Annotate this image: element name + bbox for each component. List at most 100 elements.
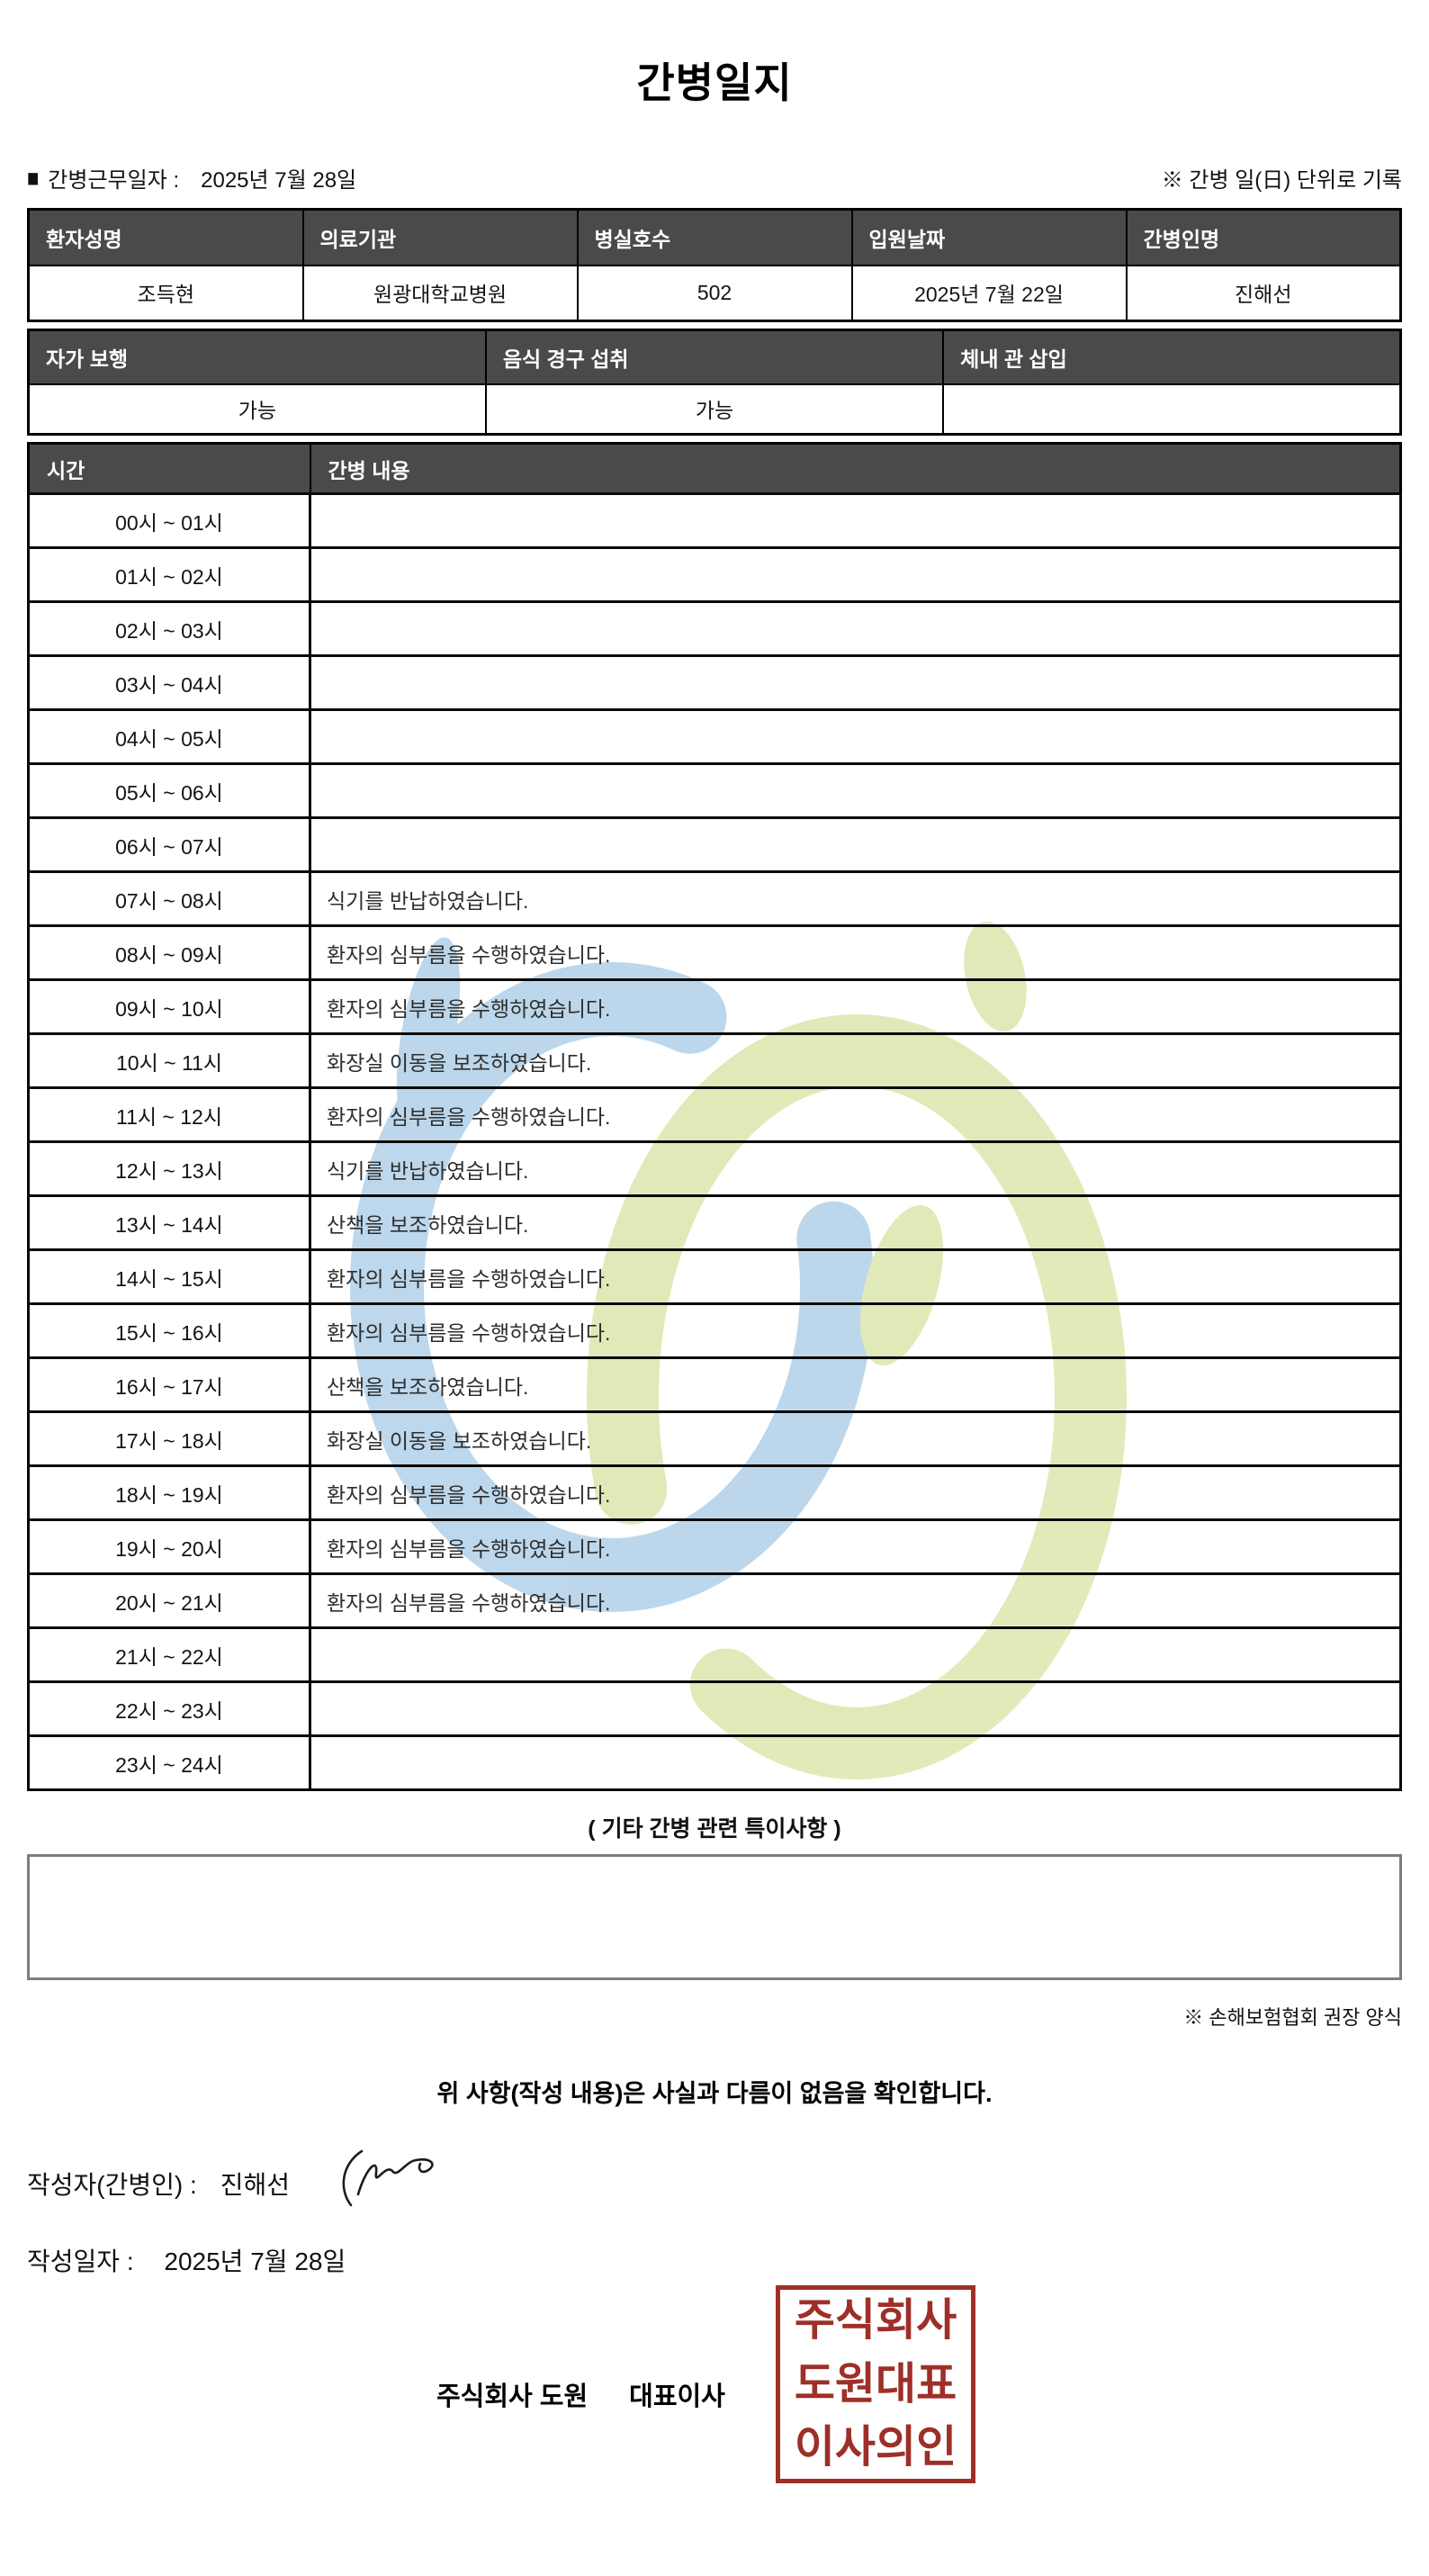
hospital-header: 의료기관 xyxy=(301,208,579,266)
care-row: 03시 ~ 04시 xyxy=(27,654,1402,711)
care-content-cell xyxy=(309,546,1402,603)
care-time-cell: 20시 ~ 21시 xyxy=(27,1572,311,1629)
care-time-cell: 16시 ~ 17시 xyxy=(27,1356,311,1413)
care-content-cell: 환자의 심부름을 수행하였습니다. xyxy=(309,1302,1402,1359)
care-time-cell: 13시 ~ 14시 xyxy=(27,1194,311,1251)
care-content-cell: 환자의 심부름을 수행하였습니다. xyxy=(309,924,1402,981)
patient-status-table: 자가 보행 음식 경구 섭취 체내 관 삽입 가능 가능 xyxy=(27,329,1402,436)
company-name: 주식회사 도원 xyxy=(436,2382,589,2411)
care-row: 11시 ~ 12시 환자의 심부름을 수행하였습니다. xyxy=(27,1086,1402,1143)
room-number-header: 병실호수 xyxy=(576,208,853,266)
care-time-cell: 12시 ~ 13시 xyxy=(27,1140,311,1197)
unit-note: ※ 간병 일(日) 단위로 기록 xyxy=(1161,168,1402,193)
care-row: 00시 ~ 01시 xyxy=(27,492,1402,549)
care-row: 02시 ~ 03시 xyxy=(27,600,1402,657)
care-row: 22시 ~ 23시 xyxy=(27,1680,1402,1737)
work-date-label: 간병근무일자 : xyxy=(48,168,180,193)
admission-date-header: 입원날짜 xyxy=(850,208,1128,266)
square-bullet-icon: ■ xyxy=(27,163,40,192)
room-number-value: 502 xyxy=(576,264,853,322)
care-time-cell: 04시 ~ 05시 xyxy=(27,708,311,765)
stamp-row-1: 주식회사 xyxy=(794,2296,957,2345)
patient-value-row: 조득현 원광대학교병원 502 2025년 7월 22일 진해선 xyxy=(27,264,1402,322)
care-time-cell: 06시 ~ 07시 xyxy=(27,816,311,873)
stamp-row-3: 이사의인 xyxy=(794,2423,957,2472)
care-time-cell: 05시 ~ 06시 xyxy=(27,762,311,819)
care-time-cell: 18시 ~ 19시 xyxy=(27,1464,311,1521)
care-content-cell: 화장실 이동을 보조하였습니다. xyxy=(309,1032,1402,1089)
company-line: 주식회사 도원 대표이사 xyxy=(436,2375,725,2413)
stamp-row-2: 도원대표 xyxy=(794,2359,957,2409)
page-title: 간병일지 xyxy=(636,59,793,106)
form-recommendation-note: ※ 손해보험협회 권장 양식 xyxy=(1183,2006,1402,2029)
ceo-label: 대표이사 xyxy=(629,2382,725,2411)
care-content-cell: 환자의 심부름을 수행하였습니다. xyxy=(309,1572,1402,1629)
care-row: 12시 ~ 13시 식기를 반납하였습니다. xyxy=(27,1140,1402,1197)
writer-name: 진해선 xyxy=(220,2171,291,2199)
care-time-cell: 14시 ~ 15시 xyxy=(27,1248,311,1305)
care-row: 06시 ~ 07시 xyxy=(27,816,1402,873)
corporate-seal-stamp: 주식회사 도원대표 이사의인 xyxy=(776,2285,975,2483)
care-time-cell: 19시 ~ 20시 xyxy=(27,1518,311,1575)
caregiver-name-header: 간병인명 xyxy=(1125,208,1402,266)
care-row: 20시 ~ 21시 환자의 심부름을 수행하였습니다. xyxy=(27,1572,1402,1629)
special-notes-box xyxy=(27,1854,1402,1980)
work-date-line: ■ 간병근무일자 : 2025년 7월 28일 xyxy=(27,162,356,194)
status-value-row: 가능 가능 xyxy=(27,383,1402,436)
care-time-cell: 03시 ~ 04시 xyxy=(27,654,311,711)
care-time-cell: 10시 ~ 11시 xyxy=(27,1032,311,1089)
care-row: 16시 ~ 17시 산책을 보조하였습니다. xyxy=(27,1356,1402,1413)
admission-date-value: 2025년 7월 22일 xyxy=(850,264,1128,322)
care-content-cell xyxy=(309,816,1402,873)
care-content-header: 간병 내용 xyxy=(309,442,1402,495)
care-content-cell xyxy=(309,654,1402,711)
hospital-value: 원광대학교병원 xyxy=(301,264,579,322)
care-row: 07시 ~ 08시 식기를 반납하였습니다. xyxy=(27,870,1402,927)
care-time-cell: 02시 ~ 03시 xyxy=(27,600,311,657)
care-content-cell xyxy=(309,708,1402,765)
confirmation-statement: 위 사항(작성 내용)은 사실과 다름이 없음을 확인합니다. xyxy=(436,2080,993,2107)
oral-intake-value: 가능 xyxy=(484,383,945,436)
care-time-cell: 09시 ~ 10시 xyxy=(27,978,311,1035)
special-notes-heading: ( 기타 간병 관련 특이사항 ) xyxy=(588,1816,841,1842)
care-time-cell: 15시 ~ 16시 xyxy=(27,1302,311,1359)
care-row: 14시 ~ 15시 환자의 심부름을 수행하였습니다. xyxy=(27,1248,1402,1305)
status-header-row: 자가 보행 음식 경구 섭취 체내 관 삽입 xyxy=(27,329,1402,385)
patient-name-value: 조득현 xyxy=(27,264,304,322)
care-content-cell: 환자의 심부름을 수행하였습니다. xyxy=(309,1464,1402,1521)
care-row: 01시 ~ 02시 xyxy=(27,546,1402,603)
care-content-cell xyxy=(309,492,1402,549)
handwritten-signature-icon xyxy=(342,2149,434,2207)
care-row: 05시 ~ 06시 xyxy=(27,762,1402,819)
tube-insertion-header: 체내 관 삽입 xyxy=(942,329,1402,385)
care-content-cell xyxy=(309,1626,1402,1683)
care-content-cell: 산책을 보조하였습니다. xyxy=(309,1356,1402,1413)
work-date-value: 2025년 7월 28일 xyxy=(201,168,357,193)
care-content-cell xyxy=(309,1680,1402,1737)
care-content-cell: 환자의 심부름을 수행하였습니다. xyxy=(309,1518,1402,1575)
care-row: 23시 ~ 24시 xyxy=(27,1734,1402,1791)
patient-info-table: 환자성명 의료기관 병실호수 입원날짜 간병인명 조득현 원광대학교병원 502… xyxy=(27,208,1402,322)
care-content-cell: 산책을 보조하였습니다. xyxy=(309,1194,1402,1251)
care-content-cell xyxy=(309,762,1402,819)
care-content-cell: 환자의 심부름을 수행하였습니다. xyxy=(309,978,1402,1035)
care-row: 17시 ~ 18시 화장실 이동을 보조하였습니다. xyxy=(27,1410,1402,1467)
written-date-value: 2025년 7월 28일 xyxy=(164,2247,346,2275)
care-time-cell: 21시 ~ 22시 xyxy=(27,1626,311,1683)
care-time-cell: 01시 ~ 02시 xyxy=(27,546,311,603)
care-time-cell: 07시 ~ 08시 xyxy=(27,870,311,927)
care-log-table: 시간 간병 내용 00시 ~ 01시 01시 ~ 02시 02시 ~ 03시 0… xyxy=(27,442,1402,1791)
care-row: 04시 ~ 05시 xyxy=(27,708,1402,765)
care-row: 21시 ~ 22시 xyxy=(27,1626,1402,1683)
care-time-cell: 08시 ~ 09시 xyxy=(27,924,311,981)
care-time-cell: 00시 ~ 01시 xyxy=(27,492,311,549)
care-time-cell: 22시 ~ 23시 xyxy=(27,1680,311,1737)
care-header-row: 시간 간병 내용 xyxy=(27,442,1402,495)
writer-line: 작성자(간병인) : 진해선 xyxy=(27,2149,1402,2213)
meta-row: ■ 간병근무일자 : 2025년 7월 28일 ※ 간병 일(日) 단위로 기록 xyxy=(27,162,1402,194)
care-content-cell: 식기를 반납하였습니다. xyxy=(309,870,1402,927)
care-time-cell: 11시 ~ 12시 xyxy=(27,1086,311,1143)
care-row: 08시 ~ 09시 환자의 심부름을 수행하였습니다. xyxy=(27,924,1402,981)
